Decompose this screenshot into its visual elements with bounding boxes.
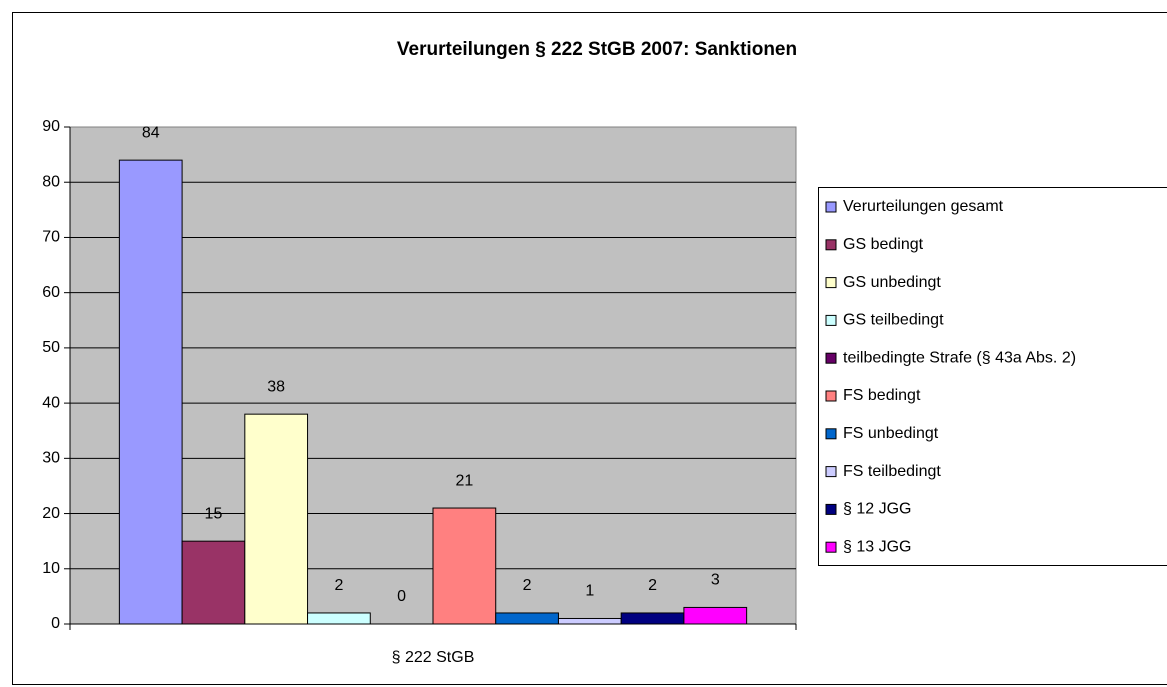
y-tick-label: 80 — [42, 173, 60, 190]
legend-swatch — [825, 277, 837, 289]
bar — [495, 612, 559, 625]
bar — [432, 507, 497, 625]
legend-swatch — [825, 352, 837, 364]
y-tick-label: 90 — [42, 118, 60, 135]
legend-swatch — [825, 390, 837, 402]
bar — [118, 159, 183, 625]
legend-swatch — [825, 428, 837, 440]
y-tick-label: 0 — [51, 615, 60, 632]
y-tick-label: 30 — [42, 450, 60, 467]
legend-swatch — [825, 314, 837, 326]
y-tick-label: 60 — [42, 284, 60, 301]
legend-swatch — [825, 466, 837, 478]
legend-label: § 13 JGG — [843, 538, 911, 555]
data-label: 0 — [397, 588, 406, 605]
data-label: 2 — [334, 577, 343, 594]
bar — [620, 612, 685, 625]
y-tick-label: 70 — [42, 229, 60, 246]
y-tick-label: 20 — [42, 505, 60, 522]
legend-swatch — [825, 541, 837, 553]
legend-label: FS bedingt — [843, 387, 921, 404]
legend-label: GS teilbedingt — [843, 312, 944, 329]
legend-label: Verurteilungen gesamt — [843, 198, 1004, 215]
bar — [557, 617, 622, 625]
bar — [181, 540, 246, 625]
bar — [307, 612, 371, 625]
data-label: 15 — [205, 505, 223, 522]
legend-label: GS unbedingt — [843, 274, 941, 291]
y-tick-label: 10 — [42, 560, 60, 577]
legend-label: § 12 JGG — [843, 501, 911, 518]
legend-label: teilbedingte Strafe (§ 43a Abs. 2) — [843, 349, 1076, 366]
chart-title: Verurteilungen § 222 StGB 2007: Sanktion… — [397, 39, 797, 60]
bar — [683, 606, 748, 625]
x-tick-label: § 222 StGB — [392, 649, 475, 666]
data-label: 21 — [455, 472, 473, 489]
legend-swatch — [825, 201, 837, 213]
data-label: 2 — [523, 577, 532, 594]
legend-label: FS unbedingt — [843, 425, 939, 442]
data-label: 38 — [267, 378, 285, 395]
legend-label: GS bedingt — [843, 236, 924, 253]
data-label: 2 — [648, 577, 657, 594]
legend — [818, 187, 1167, 566]
data-label: 1 — [585, 583, 594, 600]
bar — [244, 413, 309, 625]
y-tick-label: 50 — [42, 339, 60, 356]
legend-label: FS teilbedingt — [843, 463, 941, 480]
legend-swatch — [825, 239, 837, 251]
data-label: 3 — [711, 572, 720, 589]
legend-swatch — [825, 503, 837, 515]
y-tick-label: 40 — [42, 394, 60, 411]
data-label: 84 — [142, 124, 160, 141]
